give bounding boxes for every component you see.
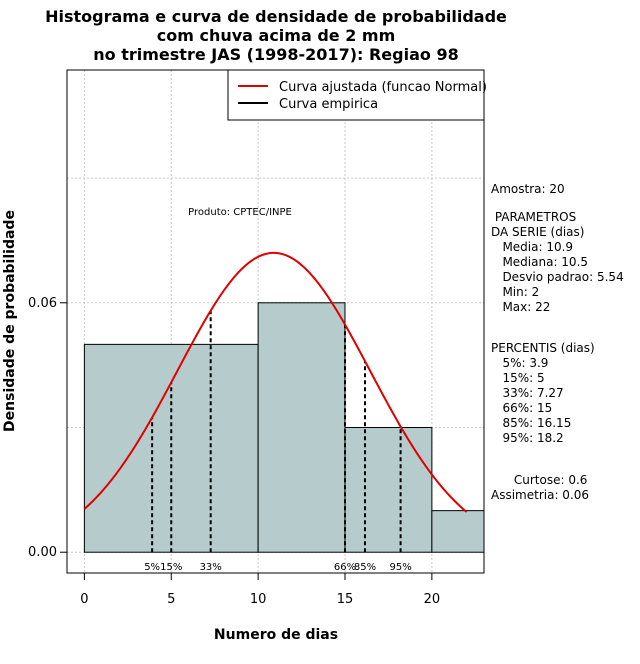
percentile-label: 33% xyxy=(200,562,222,573)
stat-p66: 66%: 15 xyxy=(491,401,552,415)
normal-curve xyxy=(83,251,468,513)
histogram-bars xyxy=(83,302,485,553)
legend-box xyxy=(227,69,485,121)
stat-p33: 33%: 7.27 xyxy=(491,386,564,400)
x-axis: 0 5 10 15 20 xyxy=(80,572,441,607)
percentile-label: 95% xyxy=(389,562,411,573)
stat-p95: 95%: 18.2 xyxy=(491,431,564,445)
y-tick-label: 0.00 xyxy=(28,545,57,560)
legend-label-empirical: Curva empirica xyxy=(279,97,378,112)
x-tick-label: 15 xyxy=(337,592,354,607)
histogram-bar xyxy=(431,510,485,553)
stat-parametros-subheading: DA SERIE (dias) xyxy=(491,225,584,239)
percentile-label: 15% xyxy=(160,562,182,573)
percentile-labels: 5% 15% 33% 66%85% 95% xyxy=(144,562,412,573)
x-tick-label: 20 xyxy=(424,592,441,607)
percentile-lines xyxy=(151,310,402,553)
x-tick-label: 10 xyxy=(250,592,267,607)
stat-p5: 5%: 3.9 xyxy=(491,356,548,370)
stat-assimetria: Assimetria: 0.06 xyxy=(491,488,589,502)
stat-amostra: Amostra: 20 xyxy=(491,182,565,196)
x-tick-label: 5 xyxy=(167,592,175,607)
legend-label-fitted: Curva ajustada (funcao Normal) xyxy=(279,80,487,95)
x-axis-title: Numero de dias xyxy=(214,627,338,643)
stat-p85: 85%: 16.15 xyxy=(491,416,571,430)
percentile-label: 66% xyxy=(334,562,356,573)
chart-title-line-1: Histograma e curva de densidade de proba… xyxy=(45,7,507,26)
percentile-label: 85% xyxy=(354,562,376,573)
chart-title-line-3: no trimestre JAS (1998-2017): Regiao 98 xyxy=(93,45,458,64)
x-tick-label: 0 xyxy=(80,592,88,607)
product-annotation: Produto: CPTEC/INPE xyxy=(188,207,292,218)
y-axis: 0.00 0.06 xyxy=(28,296,68,560)
chart-title-line-2: com chuva acima de 2 mm xyxy=(157,26,396,45)
stat-curtose: Curtose: 0.6 xyxy=(491,473,587,487)
y-tick-label: 0.06 xyxy=(28,296,57,311)
legend: Curva ajustada (funcao Normal) Curva emp… xyxy=(227,69,487,121)
stat-media: Media: 10.9 xyxy=(491,240,573,254)
percentile-label: 5% xyxy=(144,562,160,573)
histogram-bar xyxy=(257,302,346,553)
stat-parametros-heading: PARAMETROS xyxy=(491,210,576,224)
statistics-panel: Amostra: 20 PARAMETROS DA SERIE (dias) M… xyxy=(491,182,624,502)
y-axis-title: Densidade de probabilidade xyxy=(2,210,18,432)
histogram-bar xyxy=(83,343,259,553)
stat-percentis-heading: PERCENTIS (dias) xyxy=(491,341,595,355)
stat-min: Min: 2 xyxy=(491,285,539,299)
stat-max: Max: 22 xyxy=(491,300,550,314)
stat-p15: 15%: 5 xyxy=(491,371,545,385)
stat-mediana: Mediana: 10.5 xyxy=(491,255,588,269)
histogram-bar xyxy=(344,427,433,553)
stat-desvio-padrao: Desvio padrao: 5.54 xyxy=(491,270,624,284)
